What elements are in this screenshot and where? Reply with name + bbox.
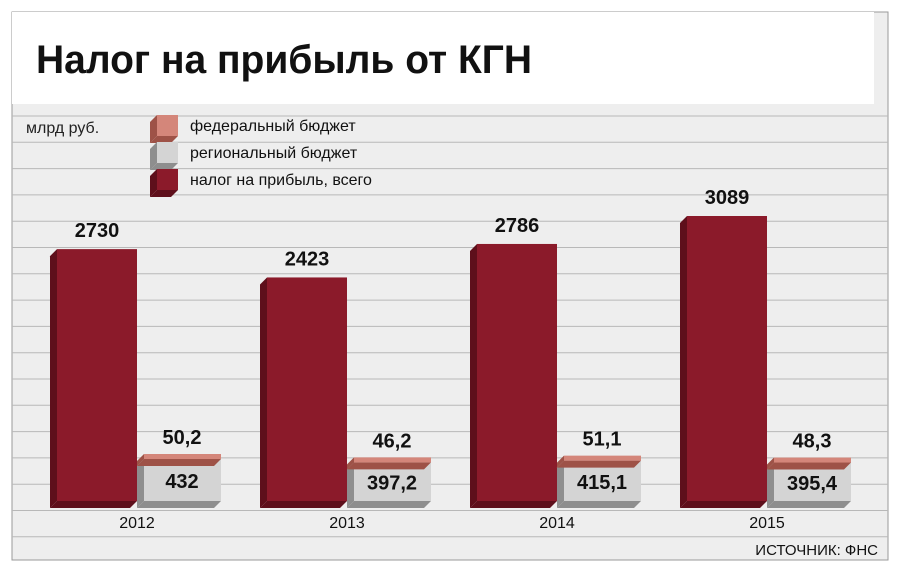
- legend-swatch-regional: [157, 142, 178, 163]
- bar-regional-2013-side: [347, 462, 354, 508]
- bar-federal-2012: [144, 454, 221, 459]
- bars: 2730 432 50,2 2012 2423 397,2 46,2 2013 2786 415,…: [50, 187, 851, 532]
- bar-federal-2013-side: [347, 457, 354, 470]
- data-label-regional-2013: 397,2: [367, 473, 417, 495]
- data-label-regional-2014: 415,1: [577, 472, 627, 494]
- bar-total-2013: [267, 277, 347, 501]
- legend-swatch-total-side: [150, 169, 157, 197]
- bar-total-2013-bottom: [260, 501, 347, 508]
- legend-swatch-federal-side: [150, 115, 157, 143]
- legend-swatch-total: [157, 169, 178, 190]
- bar-federal-2014-bottom: [557, 460, 641, 468]
- bar-regional-2014-bottom: [557, 501, 641, 508]
- legend-label-regional: региональный бюджет: [190, 145, 358, 162]
- unit-label: млрд руб.: [26, 120, 99, 137]
- data-label-total-2015: 3089: [705, 187, 750, 209]
- bar-total-2015-side: [680, 216, 687, 508]
- data-label-total-2014: 2786: [495, 215, 540, 237]
- category-label-2013: 2013: [329, 515, 365, 532]
- bar-federal-2013-bottom: [347, 462, 431, 470]
- bar-total-2012: [57, 249, 137, 501]
- bar-federal-2013: [354, 457, 431, 463]
- data-label-federal-2015: 48,3: [793, 431, 832, 453]
- legend-label-federal: федеральный бюджет: [190, 118, 356, 135]
- bar-federal-2012-bottom: [137, 459, 221, 466]
- title-panel: [12, 12, 874, 104]
- data-label-total-2012: 2730: [75, 220, 120, 242]
- legend-swatch-total-bottom: [150, 190, 178, 197]
- bar-regional-2012-bottom: [137, 501, 221, 508]
- bar-total-2014-bottom: [470, 501, 557, 508]
- category-label-2014: 2014: [539, 515, 575, 532]
- bar-regional-2015-bottom: [767, 501, 851, 508]
- bar-federal-2014: [564, 455, 641, 461]
- bar-regional-2012-side: [137, 459, 144, 508]
- bar-total-2014: [477, 243, 557, 502]
- legend-label-total: налог на прибыль, всего: [190, 172, 372, 189]
- data-label-regional-2015: 395,4: [787, 473, 838, 495]
- legend-swatch-regional-side: [150, 142, 157, 170]
- bar-federal-2015-bottom: [767, 462, 851, 470]
- legend-swatch-federal: [157, 115, 178, 136]
- data-label-federal-2014: 51,1: [583, 429, 622, 451]
- bar-regional-2013-bottom: [347, 501, 431, 508]
- bar-total-2012-bottom: [50, 501, 137, 508]
- data-label-regional-2012: 432: [165, 471, 198, 493]
- data-label-total-2013: 2423: [285, 248, 330, 270]
- source-note: ИСТОЧНИК: ФНС: [755, 542, 878, 559]
- bar-total-2012-side: [50, 249, 57, 508]
- legend-swatch-regional-bottom: [150, 163, 178, 170]
- bar-federal-2012-side: [137, 454, 144, 466]
- bar-federal-2014-side: [557, 455, 564, 468]
- bar-total-2015: [687, 216, 767, 501]
- chart-title: Налог на прибыль от КГН: [36, 38, 532, 82]
- bar-regional-2015-side: [767, 462, 774, 508]
- bar-federal-2015-side: [767, 457, 774, 470]
- legend: федеральный бюджет региональный бюджет нал…: [150, 115, 372, 197]
- data-label-federal-2013: 46,2: [373, 430, 412, 452]
- category-label-2015: 2015: [749, 515, 785, 532]
- legend-swatch-federal-bottom: [150, 136, 178, 143]
- bar-total-2013-side: [260, 277, 267, 508]
- bar-federal-2015: [774, 457, 851, 463]
- bar-regional-2014-side: [557, 460, 564, 508]
- data-label-federal-2012: 50,2: [163, 427, 202, 449]
- category-label-2012: 2012: [119, 515, 155, 532]
- bar-total-2014-side: [470, 243, 477, 509]
- bar-total-2015-bottom: [680, 501, 767, 508]
